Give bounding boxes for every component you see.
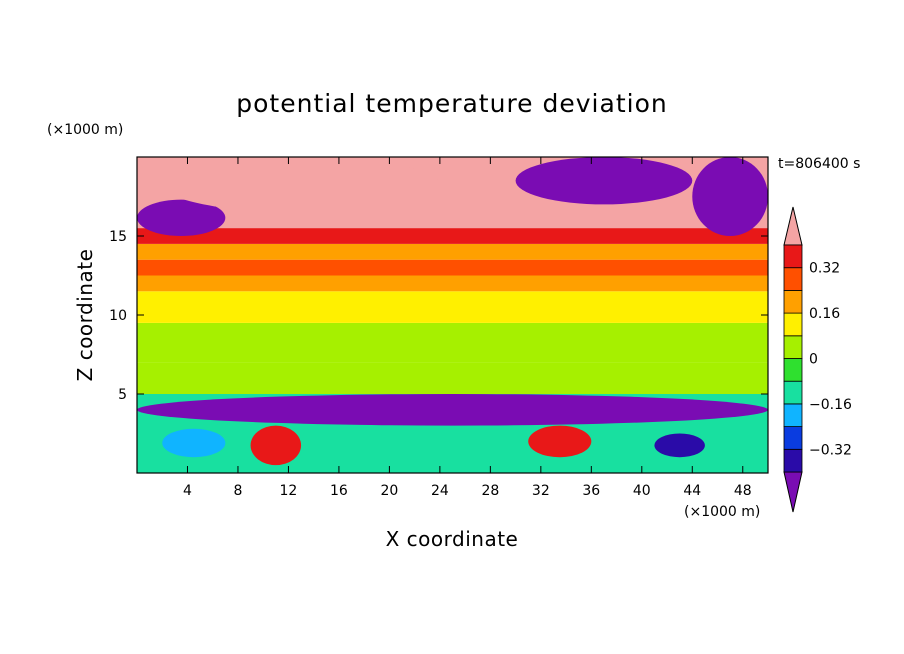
anomaly-7 [654,433,705,458]
colorbar-label: 0 [809,352,818,368]
colorbar-bottom-arrow [783,471,803,513]
colorbar: 0.32 0.16 0 −0.16 −0.32 [783,206,852,513]
anomaly-8 [162,428,226,458]
y-tick-label: 15 [109,229,127,245]
y-tick-label: 10 [109,308,127,324]
x-axis-label: X coordinate [386,527,519,551]
colorbar-box [783,426,803,450]
anomaly-2 [515,157,693,205]
colorbar-label: 0.32 [809,261,840,277]
x-tick-label: 20 [380,483,398,499]
colorbar-label: −0.32 [809,442,852,458]
anomaly-5 [250,425,302,466]
x-tick-label: 24 [431,483,449,499]
y-ticks: 5 10 15 [109,229,768,403]
x-ticks: 4 8 12 16 20 24 28 32 36 40 44 48 [183,157,752,499]
colorbar-box [783,380,803,405]
colorbar-box [783,244,803,269]
anomaly-0 [137,199,226,236]
colorbar-label: −0.16 [809,397,852,413]
x-tick-label: 32 [532,483,550,499]
x-tick-label: 36 [582,483,600,499]
band-6 [137,243,768,260]
colorbar-box [783,289,803,314]
x-tick-label: 16 [330,483,348,499]
colorbar-box [783,267,803,291]
anomaly-6 [528,425,592,458]
temperature-field [137,157,768,473]
colorbar-box [783,448,803,473]
colorbar-box [783,403,803,427]
band-4 [137,275,768,292]
x-unit-label: (×1000 m) [684,504,760,520]
anomaly-4 [137,394,768,426]
x-tick-label: 44 [683,483,701,499]
x-tick-label: 40 [633,483,651,499]
colorbar-box [783,358,803,382]
x-tick-label: 12 [280,483,298,499]
x-tick-label: 48 [734,483,752,499]
band-1 [137,362,768,394]
band-5 [137,259,768,276]
colorbar-box [783,312,803,337]
time-label: t=806400 s [778,156,860,172]
y-unit-label: (×1000 m) [47,122,123,138]
colorbar-label: 0.16 [809,306,840,322]
colorbar-top-arrow [783,206,803,246]
x-tick-label: 8 [233,483,242,499]
chart-title: potential temperature deviation [236,89,667,118]
colorbar-box [783,335,803,359]
y-axis-label: Z coordinate [73,249,97,382]
band-7 [137,228,768,244]
band-3 [137,291,768,323]
anomaly-3 [162,157,440,213]
x-tick-label: 28 [481,483,499,499]
band-2 [137,322,768,363]
x-tick-label: 4 [183,483,192,499]
anomaly-1 [692,157,768,236]
y-tick-label: 5 [118,387,127,403]
